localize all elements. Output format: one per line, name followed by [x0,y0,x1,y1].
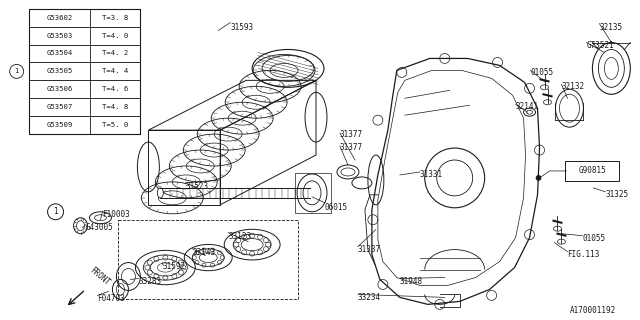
Ellipse shape [541,85,548,90]
Bar [29,80,140,98]
Text: 01055: 01055 [531,68,554,77]
Text: 31331: 31331 [420,170,443,179]
Text: 31523: 31523 [186,182,209,191]
Text: G53509: G53509 [47,122,73,128]
Text: 32135: 32135 [600,23,623,32]
Text: 33234: 33234 [358,293,381,302]
Bar [29,98,140,116]
Text: 31377: 31377 [340,143,363,152]
Text: T=4. 4: T=4. 4 [102,68,129,74]
Text: 31948: 31948 [400,277,423,286]
Bar [118,220,298,300]
Text: 31592: 31592 [163,261,186,270]
Bar [29,44,140,62]
Text: A170001192: A170001192 [570,306,616,316]
Text: 31337: 31337 [358,244,381,254]
Text: G43005: G43005 [86,223,113,232]
Text: 1: 1 [15,68,19,74]
Text: T=5. 0: T=5. 0 [102,122,129,128]
Text: G53507: G53507 [47,104,73,110]
Text: G90815: G90815 [579,166,606,175]
Ellipse shape [157,188,163,198]
Text: 01055: 01055 [582,234,605,243]
Text: 31593: 31593 [230,23,253,32]
Ellipse shape [554,226,561,231]
Text: F04703: F04703 [97,294,125,303]
Text: 32141: 32141 [516,102,539,111]
Text: 1: 1 [53,207,58,216]
Bar [29,27,140,44]
Bar [29,62,140,80]
Text: T=4. 0: T=4. 0 [102,33,129,38]
Bar [29,116,140,134]
Text: G53602: G53602 [47,15,73,20]
Text: FRONT: FRONT [88,266,111,287]
Ellipse shape [543,100,552,105]
Text: T=3. 8: T=3. 8 [102,15,129,20]
Text: 31377: 31377 [340,130,363,139]
Bar [295,173,331,213]
Text: 33283: 33283 [138,277,161,286]
Ellipse shape [557,239,566,244]
Text: G73521: G73521 [586,41,614,50]
Text: 33143: 33143 [192,248,216,257]
Text: G53504: G53504 [47,51,73,56]
Text: 31325: 31325 [605,190,628,199]
Text: G53503: G53503 [47,33,73,38]
Circle shape [536,175,541,180]
Bar [29,9,140,27]
Text: FIG.113: FIG.113 [568,250,600,259]
Bar [29,9,140,134]
Text: G53506: G53506 [47,86,73,92]
Text: F10003: F10003 [102,210,130,219]
Text: 06015: 06015 [325,203,348,212]
Text: G53505: G53505 [47,68,73,74]
FancyBboxPatch shape [566,161,620,181]
Text: T=4. 6: T=4. 6 [102,86,129,92]
Text: T=4. 2: T=4. 2 [102,51,129,56]
Text: 33123: 33123 [228,232,252,241]
Text: 32132: 32132 [561,82,584,91]
Text: T=4. 8: T=4. 8 [102,104,129,110]
